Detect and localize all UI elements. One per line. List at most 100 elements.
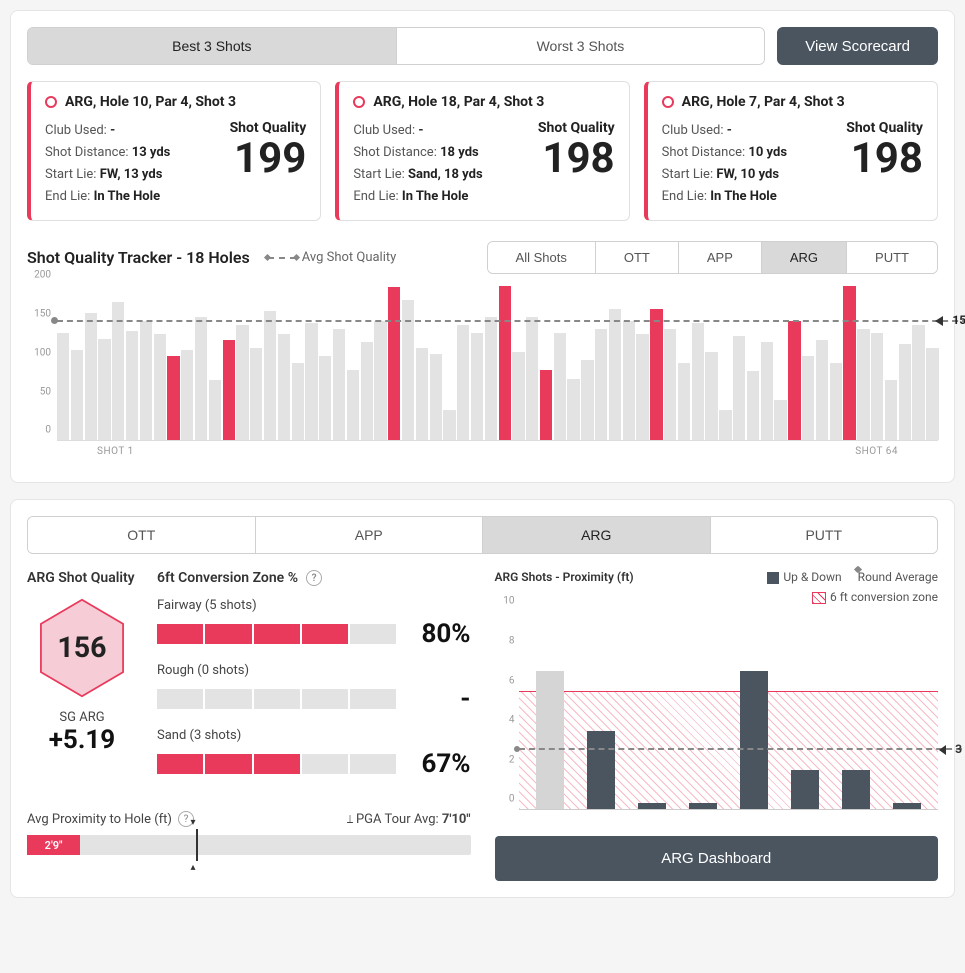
tracker-bar[interactable] [57, 333, 69, 441]
tracker-bar[interactable] [526, 317, 538, 440]
proximity-bar[interactable] [536, 671, 564, 809]
tracker-bar[interactable] [512, 352, 524, 441]
avg-shot-quality-legend: Avg Shot Quality [268, 250, 397, 265]
tracker-bar[interactable] [126, 331, 138, 440]
tracker-bar[interactable] [374, 321, 386, 440]
dash-line-icon [268, 257, 296, 259]
help-icon[interactable]: ? [306, 570, 322, 586]
filter-app[interactable]: APP [678, 242, 761, 273]
bottom-left: ARG Shot Quality 156 SG ARG +5.19 6ft Co… [27, 570, 471, 881]
tracker-bar[interactable] [361, 342, 373, 441]
tracker-bar[interactable] [623, 321, 635, 440]
proximity-bar[interactable] [689, 803, 717, 809]
tracker-bar[interactable] [609, 309, 621, 440]
conversion-row: Fairway (5 shots) 80% [157, 598, 471, 649]
proximity-bar[interactable] [842, 770, 870, 809]
tracker-bar[interactable] [457, 325, 469, 441]
tracker-bar[interactable] [209, 380, 221, 440]
conv-bar [157, 624, 397, 644]
tracker-bar[interactable] [388, 287, 400, 440]
tracker-bar[interactable] [719, 410, 731, 441]
proximity-bar[interactable] [740, 671, 768, 809]
tracker-bar[interactable] [292, 363, 304, 440]
proximity-bar[interactable] [587, 731, 615, 810]
tracker-bar[interactable] [595, 329, 607, 441]
tracker-bar[interactable] [899, 344, 911, 440]
tracker-filter-group: All ShotsOTTAPPARGPUTT [487, 241, 938, 274]
tracker-bar[interactable] [650, 309, 662, 440]
tracker-bar[interactable] [636, 334, 648, 440]
tracker-bar[interactable] [885, 380, 897, 440]
tracker-bar[interactable] [347, 370, 359, 441]
tracker-bar[interactable] [678, 363, 690, 440]
filter-putt[interactable]: PUTT [846, 242, 937, 273]
filter-arg[interactable]: ARG [761, 242, 846, 273]
tracker-bar[interactable] [195, 317, 207, 440]
tracker-bar[interactable] [857, 329, 869, 441]
tracker-bar[interactable] [85, 313, 97, 440]
tab-best-shots[interactable]: Best 3 Shots [28, 28, 396, 64]
tracker-bar[interactable] [278, 334, 290, 440]
tracker-bar[interactable] [305, 323, 317, 440]
proximity-bar[interactable] [791, 770, 819, 809]
tracker-bar[interactable] [816, 340, 828, 440]
tracker-bar[interactable] [167, 356, 179, 441]
tracker-bar[interactable] [264, 311, 276, 440]
proximity-bar[interactable] [638, 803, 666, 809]
tracker-bar[interactable] [443, 410, 455, 441]
tracker-bar[interactable] [430, 354, 442, 440]
tracker-bar[interactable] [236, 325, 248, 441]
tracker-bar[interactable] [140, 321, 152, 440]
bottom-tab-arg[interactable]: ARG [482, 517, 710, 553]
tracker-bar[interactable] [319, 356, 331, 441]
tracker-bar[interactable] [692, 323, 704, 440]
tracker-bar[interactable] [112, 302, 124, 441]
tracker-bar[interactable] [912, 325, 924, 441]
proximity-bar[interactable] [893, 803, 921, 809]
tracker-bar[interactable] [802, 356, 814, 441]
tracker-bar[interactable] [788, 321, 800, 440]
tracker-bar[interactable] [705, 352, 717, 441]
shot-card[interactable]: ARG, Hole 7, Par 4, Shot 3 Club Used: - … [644, 81, 938, 221]
filter-ott[interactable]: OTT [595, 242, 678, 273]
tracker-bar[interactable] [416, 348, 428, 440]
tracker-bar[interactable] [540, 370, 552, 441]
tracker-bar[interactable] [98, 339, 110, 441]
tracker-bar[interactable] [250, 348, 262, 440]
tracker-bar[interactable] [471, 333, 483, 441]
bottom-tab-putt[interactable]: PUTT [710, 517, 938, 553]
tracker-bar[interactable] [181, 350, 193, 441]
tracker-bar[interactable] [761, 342, 773, 441]
shot-cards-row: ARG, Hole 10, Par 4, Shot 3 Club Used: -… [27, 81, 938, 221]
tracker-bar[interactable] [747, 371, 759, 440]
view-scorecard-button[interactable]: View Scorecard [777, 27, 938, 65]
shot-card[interactable]: ARG, Hole 10, Par 4, Shot 3 Club Used: -… [27, 81, 321, 221]
tracker-bar[interactable] [333, 329, 345, 441]
tracker-bar[interactable] [554, 333, 566, 441]
tracker-bar[interactable] [581, 360, 593, 441]
tab-worst-shots[interactable]: Worst 3 Shots [396, 28, 765, 64]
bottom-tab-app[interactable]: APP [255, 517, 483, 553]
shot-card[interactable]: ARG, Hole 18, Par 4, Shot 3 Club Used: -… [335, 81, 629, 221]
legend-round-avg: Round Average [858, 570, 938, 584]
tracker-bar[interactable] [71, 350, 83, 441]
bottom-tab-ott[interactable]: OTT [28, 517, 255, 553]
tracker-bar[interactable] [223, 340, 235, 440]
tracker-bar[interactable] [567, 379, 579, 441]
tracker-bar[interactable] [871, 333, 883, 441]
proximity-chart: 0246810 3 [495, 612, 939, 822]
tracker-bar[interactable] [499, 286, 511, 440]
tracker-bar[interactable] [843, 286, 855, 440]
filter-all-shots[interactable]: All Shots [488, 242, 595, 273]
arg-dashboard-button[interactable]: ARG Dashboard [495, 836, 939, 881]
tracker-bar[interactable] [774, 400, 786, 440]
tracker-bar[interactable] [154, 334, 166, 440]
proximity-legend-row: ARG Shots - Proximity (ft) Up & Down Rou… [495, 570, 939, 584]
tracker-bar[interactable] [664, 329, 676, 441]
tracker-bar[interactable] [485, 317, 497, 440]
conv-pct: - [411, 684, 471, 714]
proximity-value: 2'9" [45, 839, 63, 852]
tracker-bar[interactable] [733, 336, 745, 440]
tracker-bar[interactable] [830, 363, 842, 440]
tracker-bar[interactable] [926, 348, 938, 440]
